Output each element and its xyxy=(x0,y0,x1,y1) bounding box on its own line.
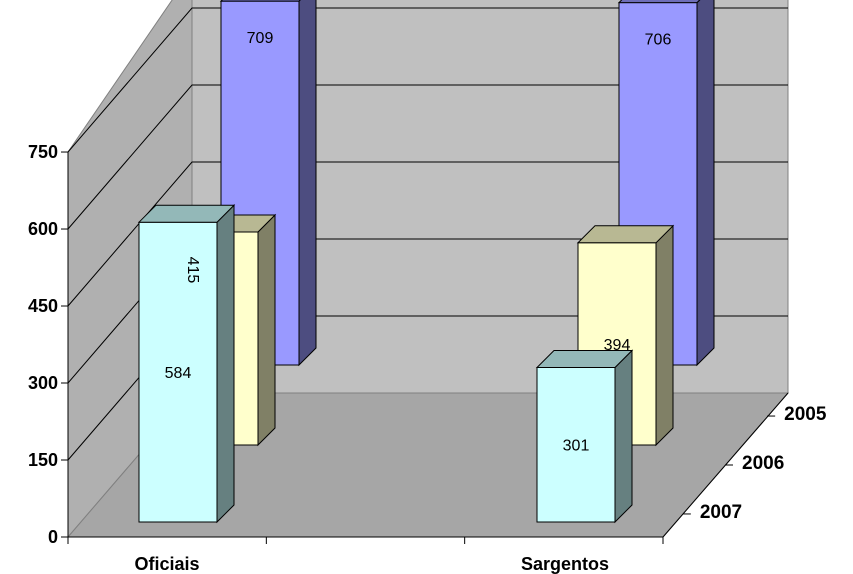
bar-2007-oficiais xyxy=(137,203,236,524)
gridline xyxy=(67,84,788,230)
series-label-2005: 2005 xyxy=(784,404,827,425)
series-label-2007: 2007 xyxy=(700,502,742,523)
gridline xyxy=(67,161,788,307)
bar-top-face xyxy=(137,204,236,223)
labels: 0 150 300 450 600 750 Oficiais Sargentos 2005 200… xyxy=(28,30,827,574)
y-tick-label: 600 xyxy=(28,219,58,239)
bar-top-face xyxy=(617,0,701,4)
bar-top-face xyxy=(535,350,634,368)
y-tick-label: 0 xyxy=(48,527,58,547)
y-tick-label: 750 xyxy=(28,142,58,162)
data-label-2006-oficiais: 415 xyxy=(184,257,201,284)
series-label-2006: 2006 xyxy=(742,453,784,474)
gridline xyxy=(67,7,788,153)
bar-side-face xyxy=(216,203,235,524)
axes xyxy=(61,151,789,544)
bars xyxy=(137,0,715,524)
bar-side-face xyxy=(257,213,276,447)
data-label-2006-sargentos: 394 xyxy=(604,337,631,354)
category-label-oficiais: Oficiais xyxy=(134,554,199,574)
category-label-sargentos: Sargentos xyxy=(521,554,609,574)
y-tick-label: 450 xyxy=(28,296,58,316)
data-label-2007-oficiais: 584 xyxy=(165,365,192,382)
bar-side-face xyxy=(696,0,715,367)
y-tick-label: 300 xyxy=(28,373,58,393)
bar-top-face xyxy=(576,225,675,244)
bar-side-face xyxy=(614,349,633,524)
bar-2007-sargentos xyxy=(535,349,634,524)
bar-side-face xyxy=(298,0,317,367)
data-label-2005-sargentos: 706 xyxy=(645,32,672,49)
y-tick-label: 150 xyxy=(28,450,58,470)
bar-side-face xyxy=(655,224,674,447)
data-label-2005-oficiais: 709 xyxy=(247,30,274,47)
data-label-2007-sargentos: 301 xyxy=(563,438,590,455)
bar-top-face xyxy=(219,0,301,2)
